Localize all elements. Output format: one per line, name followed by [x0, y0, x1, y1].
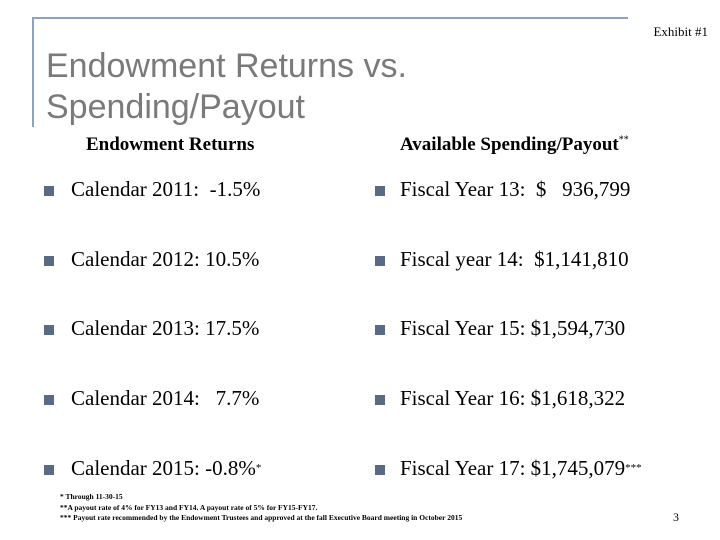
return-value: 17.5% [199, 316, 260, 340]
return-row: Calendar 2014: 7.7% [71, 386, 259, 411]
footnotes: * Through 11-30-15 **A payout rate of 4%… [60, 492, 462, 524]
payout-label: Fiscal Year 16: [400, 386, 526, 410]
payout-mark: *** [625, 462, 642, 474]
page-number: 3 [673, 510, 679, 524]
bullet-icon [375, 186, 385, 196]
return-label: Calendar 2014: [71, 386, 200, 410]
title-line-2: Spending/Payout [46, 88, 305, 126]
return-value: -1.5% [199, 177, 261, 201]
payout-header-text: Available Spending/Payout [400, 134, 619, 155]
payout-row: Fiscal Year 17: $1,745,079*** [400, 456, 642, 481]
return-value: 10.5% [199, 247, 260, 271]
slide-title: Endowment Returns vs. Spending/Payout [46, 46, 407, 128]
payout-label: Fiscal Year 15: [400, 316, 526, 340]
bullet-icon [44, 325, 54, 335]
return-mark: * [255, 462, 262, 474]
bullet-icon [44, 395, 54, 405]
payout-row: Fiscal Year 13: $ 936,799 [400, 177, 630, 202]
return-value: -0.8% [199, 456, 256, 480]
frame-top-rule [32, 17, 628, 19]
returns-column-header: Endowment Returns [86, 134, 255, 155]
footnote: *** Payout rate recommended by the Endow… [60, 513, 463, 522]
payout-value: $1,594,730 [525, 316, 626, 340]
payout-value: $1,141,810 [523, 247, 629, 271]
payout-value: $1,745,079 [525, 456, 626, 480]
exhibit-label: Exhibit #1 [653, 24, 708, 39]
return-label: Calendar 2013: [71, 316, 200, 340]
footnote: * Through 11-30-15 [60, 492, 123, 501]
payout-header-mark: ** [618, 134, 629, 146]
bullet-icon [44, 465, 54, 475]
payout-label: Fiscal Year 17: [400, 456, 526, 480]
payout-row: Fiscal Year 16: $1,618,322 [400, 386, 625, 411]
return-value: 7.7% [199, 386, 260, 410]
payout-column-header: Available Spending/Payout** [400, 134, 629, 156]
return-row: Calendar 2012: 10.5% [71, 247, 259, 272]
payout-value: $ 936,799 [525, 177, 631, 201]
footnote: **A payout rate of 4% for FY13 and FY14.… [60, 502, 318, 512]
return-row: Calendar 2011: -1.5% [71, 177, 260, 202]
return-row: Calendar 2013: 17.5% [71, 316, 259, 341]
bullet-icon [44, 256, 54, 266]
frame-left-rule [32, 17, 34, 127]
bullet-icon [375, 395, 385, 405]
payout-label: Fiscal year 14: [400, 247, 524, 271]
return-row: Calendar 2015: -0.8%* [71, 456, 261, 481]
return-label: Calendar 2015: [71, 456, 200, 480]
bullet-icon [375, 465, 385, 475]
payout-row: Fiscal year 14: $1,141,810 [400, 247, 629, 272]
title-line-1: Endowment Returns vs. [46, 47, 407, 85]
bullet-icon [375, 256, 385, 266]
payout-row: Fiscal Year 15: $1,594,730 [400, 316, 625, 341]
return-label: Calendar 2011: [71, 177, 200, 201]
payout-label: Fiscal Year 13: [400, 177, 526, 201]
bullet-icon [44, 186, 54, 196]
bullet-icon [375, 325, 385, 335]
return-label: Calendar 2012: [71, 247, 200, 271]
payout-value: $1,618,322 [525, 386, 626, 410]
